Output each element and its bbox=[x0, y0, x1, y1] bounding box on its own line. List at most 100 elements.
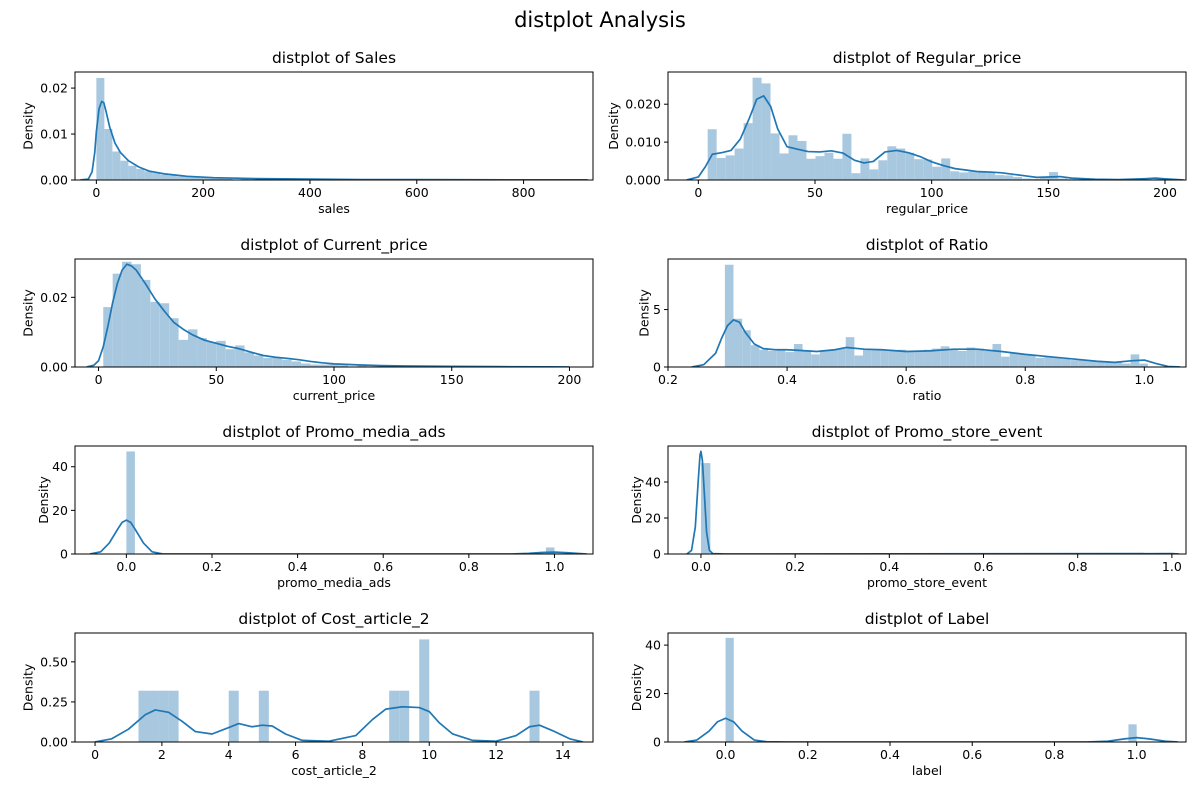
y-axis-label: Density bbox=[21, 663, 36, 711]
kde-line bbox=[686, 450, 1179, 554]
histogram-bar bbox=[96, 77, 105, 180]
histogram-bar bbox=[768, 350, 777, 367]
histogram-bar bbox=[104, 128, 113, 180]
x-tick-label: 0.4 bbox=[288, 559, 308, 574]
histogram-bar bbox=[1027, 355, 1036, 367]
histogram-bar bbox=[235, 345, 245, 367]
histogram-bar bbox=[862, 348, 872, 367]
histogram-bar bbox=[770, 133, 780, 180]
histogram-bar bbox=[752, 77, 762, 180]
histogram-bar bbox=[923, 349, 933, 367]
x-tick-label: 50 bbox=[208, 372, 224, 387]
histogram-bar bbox=[977, 172, 987, 180]
kde-line bbox=[684, 717, 1178, 742]
x-tick-label: 150 bbox=[1036, 185, 1060, 200]
histogram-bar bbox=[136, 168, 145, 180]
x-tick-label: 400 bbox=[298, 185, 322, 200]
histogram-bar bbox=[914, 159, 924, 180]
x-tick-label: 200 bbox=[1153, 185, 1177, 200]
y-tick-label: 0.00 bbox=[40, 735, 68, 750]
histogram-bar bbox=[878, 160, 888, 180]
histogram-bar bbox=[779, 153, 789, 180]
histogram-bar bbox=[802, 350, 812, 367]
histogram-bar bbox=[131, 264, 141, 367]
x-tick-label: 0 bbox=[95, 372, 103, 387]
histogram-bars bbox=[126, 451, 555, 554]
histogram-bar bbox=[140, 279, 151, 367]
histogram-bar bbox=[1022, 178, 1032, 180]
y-tick-label: 5 bbox=[653, 302, 661, 317]
histogram-bar bbox=[896, 148, 906, 180]
histogram-bar bbox=[940, 346, 950, 367]
histogram-bar bbox=[128, 165, 137, 180]
histogram-bar bbox=[941, 158, 951, 180]
histogram-bar bbox=[224, 178, 233, 180]
histogram-bar bbox=[103, 307, 113, 367]
histogram-bar bbox=[399, 690, 410, 742]
x-tick-label: 14 bbox=[555, 747, 571, 762]
histogram-bar bbox=[811, 354, 820, 367]
histogram-bar bbox=[932, 166, 942, 180]
histogram-bar bbox=[216, 178, 225, 180]
histogram-bar bbox=[319, 364, 330, 367]
histogram-bar bbox=[159, 303, 170, 367]
y-axis-label: Density bbox=[629, 663, 644, 711]
histogram-bar bbox=[776, 349, 786, 367]
histogram-bar bbox=[793, 344, 803, 367]
histogram-bar bbox=[725, 637, 734, 742]
histogram-bar bbox=[263, 357, 273, 367]
y-tick-label: 0 bbox=[60, 547, 68, 562]
histogram-bar bbox=[1013, 176, 1023, 180]
x-axis-label: cost_article_2 bbox=[291, 763, 377, 778]
kde-line bbox=[94, 705, 584, 742]
histogram-bars bbox=[96, 77, 532, 180]
subplot-7: 0.0 0.2 0.4 0.6 0.8 1.0 0 20 40 distplot of Label… bbox=[629, 610, 1187, 778]
y-tick-label: 0 bbox=[653, 735, 661, 750]
axes-frame bbox=[667, 632, 1187, 743]
histogram-bar bbox=[906, 352, 915, 367]
histogram-bar bbox=[1044, 356, 1053, 367]
histogram-bar bbox=[1078, 360, 1088, 367]
y-tick-label: 0 bbox=[653, 360, 661, 375]
x-tick-label: 0.0 bbox=[691, 559, 711, 574]
y-tick-label: 40 bbox=[645, 475, 661, 490]
y-tick-label: 0.020 bbox=[625, 97, 661, 112]
histogram-bar bbox=[160, 174, 169, 180]
histogram-bar bbox=[995, 175, 1005, 180]
subplot-3: 0.2 0.4 0.6 0.8 1.0 0 5 distplot of Ratio ratio D… bbox=[636, 236, 1187, 403]
histogram-bar bbox=[282, 359, 292, 367]
figure-title: distplot Analysis bbox=[514, 8, 686, 32]
x-tick-label: 0.2 bbox=[785, 559, 805, 574]
axes-frame bbox=[74, 632, 594, 743]
subplot-4: 0.0 0.2 0.4 0.6 0.8 1.0 0 20 40 distplot of Promo… bbox=[36, 423, 594, 590]
subplot-title: distplot of Label bbox=[865, 610, 990, 628]
y-tick-label: 0.50 bbox=[40, 654, 68, 669]
histogram-bars bbox=[700, 463, 1181, 554]
subplot-title: distplot of Promo_store_event bbox=[812, 423, 1043, 442]
histogram-bar bbox=[837, 348, 846, 367]
histogram-bar bbox=[228, 690, 239, 742]
histogram-bar bbox=[184, 176, 193, 180]
histogram-bar bbox=[419, 639, 430, 742]
histogram-bar bbox=[828, 349, 838, 367]
histogram-bar bbox=[842, 133, 852, 180]
histogram-bar bbox=[176, 176, 185, 180]
histogram-bar bbox=[986, 172, 996, 180]
histogram-bar bbox=[968, 171, 978, 180]
x-tick-label: 0.8 bbox=[459, 559, 479, 574]
histogram-bar bbox=[1139, 363, 1148, 367]
histogram-bar bbox=[914, 350, 924, 367]
histogram-bar bbox=[759, 349, 769, 367]
histogram-bar bbox=[743, 123, 753, 180]
histogram-bar bbox=[854, 355, 863, 367]
histogram-bar bbox=[1052, 357, 1062, 367]
histogram-bar bbox=[833, 158, 843, 180]
histogram-bar bbox=[1009, 353, 1019, 367]
subplot-6: 0 2 4 6 8 10 12 14 0.00 0.25 0.50 distplot of Cost_… bbox=[21, 610, 594, 778]
x-tick-label: 0.8 bbox=[1068, 559, 1088, 574]
subplot-title: distplot of Regular_price bbox=[833, 49, 1022, 68]
x-tick-label: 0.4 bbox=[880, 747, 900, 762]
x-tick-label: 0 bbox=[694, 185, 702, 200]
